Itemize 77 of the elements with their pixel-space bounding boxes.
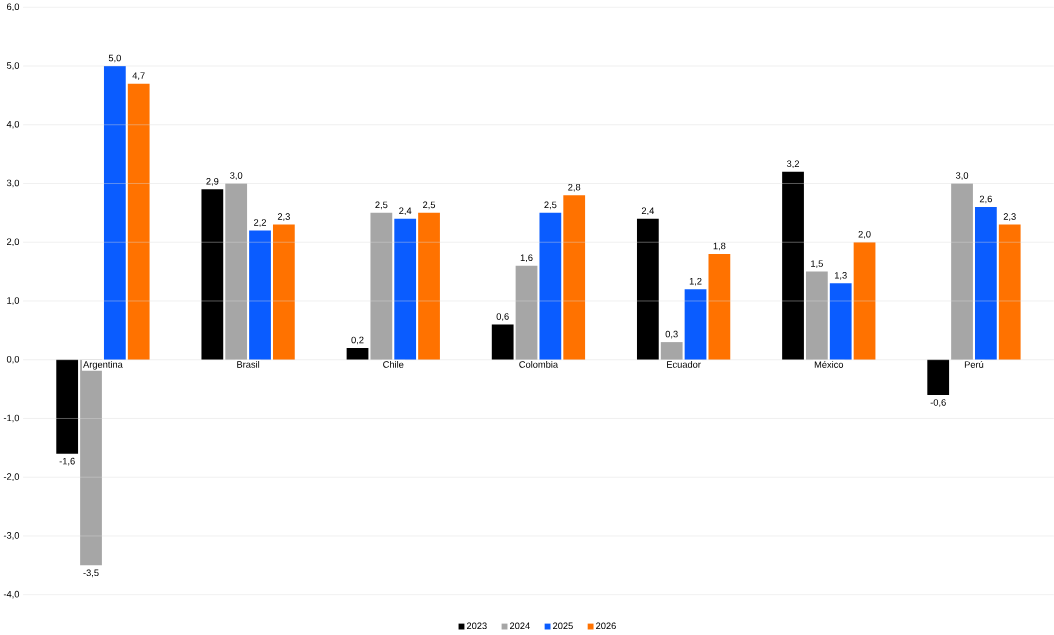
- bar: [56, 359, 79, 454]
- data-label: -1,6: [59, 458, 75, 466]
- data-label: 0,3: [665, 330, 678, 339]
- data-label: 2,4: [399, 207, 412, 216]
- data-label: 3,2: [786, 160, 800, 169]
- bar: [127, 83, 150, 360]
- x-tick-label: Perú: [964, 361, 984, 369]
- data-label: 2,2: [254, 219, 267, 227]
- data-label: -0,6: [930, 399, 946, 407]
- legend-label: 2026: [596, 622, 616, 630]
- y-tick-label: -2,0: [3, 473, 20, 482]
- data-label: 0,6: [496, 313, 509, 321]
- bar: [927, 359, 950, 396]
- bar: [708, 254, 731, 360]
- data-label: 2,3: [277, 213, 290, 222]
- bar: [249, 230, 271, 360]
- legend-label: 2023: [466, 622, 487, 630]
- y-tick-label: 1,0: [7, 297, 20, 305]
- bar: [272, 224, 295, 360]
- bar: [346, 348, 369, 360]
- data-label: 3,0: [230, 172, 243, 180]
- data-label: 2,5: [423, 201, 436, 210]
- y-tick-label: 0,0: [6, 356, 20, 364]
- data-label: 2,5: [544, 201, 557, 210]
- bar: [225, 183, 248, 360]
- bar: [636, 218, 659, 360]
- x-tick-label: Chile: [383, 361, 404, 368]
- y-tick-label: -1,0: [3, 414, 20, 423]
- data-label: -3,5: [83, 569, 99, 578]
- x-tick-label: Brasil: [237, 361, 260, 368]
- y-tick-label: -3,0: [3, 532, 20, 540]
- bar: [998, 224, 1021, 360]
- data-label: 2,0: [858, 231, 871, 239]
- y-tick-label: 6,0: [7, 3, 20, 12]
- x-tick-label: México: [814, 361, 844, 369]
- bar: [515, 265, 538, 360]
- bar: [394, 218, 417, 360]
- bar: [951, 183, 973, 360]
- bar: [853, 242, 876, 360]
- data-label: 2,5: [375, 201, 388, 210]
- y-tick-label: 5,0: [6, 62, 20, 70]
- data-label: 2,8: [568, 184, 581, 192]
- bar: [782, 171, 804, 360]
- y-tick-label: -4,0: [3, 591, 20, 599]
- y-tick-label: 4,0: [6, 121, 20, 129]
- y-tick-label: 3,0: [6, 179, 20, 188]
- x-tick-label: Colombia: [519, 361, 559, 368]
- bar: [539, 213, 562, 360]
- bar: [660, 342, 683, 360]
- data-label: 1,2: [689, 278, 702, 286]
- bar: [829, 283, 852, 360]
- bar: [418, 213, 440, 360]
- data-label: 1,6: [520, 254, 533, 263]
- bar: [805, 271, 828, 360]
- y-tick-label: 2,0: [7, 238, 20, 247]
- x-tick-label: Argentina: [83, 361, 123, 370]
- data-label: 2,4: [641, 207, 655, 216]
- data-label: 0,2: [351, 336, 364, 345]
- data-label: 1,8: [713, 242, 726, 251]
- bar: [684, 289, 707, 360]
- bar: [370, 213, 393, 360]
- bar: [563, 195, 586, 360]
- data-label: 1,5: [811, 260, 823, 269]
- data-label: 4,7: [132, 72, 145, 81]
- x-tick-label: Ecuador: [667, 361, 701, 368]
- data-label: 5,0: [108, 54, 121, 63]
- bar: [103, 66, 126, 360]
- data-label: 2,3: [1003, 213, 1016, 222]
- bar: [491, 324, 514, 360]
- data-label: 2,9: [206, 178, 219, 186]
- data-label: 1,3: [834, 272, 847, 280]
- legend-label: 2025: [553, 622, 573, 630]
- legend-label: 2024: [510, 622, 530, 630]
- bar: [974, 207, 997, 360]
- data-label: 3,0: [955, 172, 969, 180]
- data-label: 2,6: [979, 195, 992, 204]
- bar: [201, 189, 224, 360]
